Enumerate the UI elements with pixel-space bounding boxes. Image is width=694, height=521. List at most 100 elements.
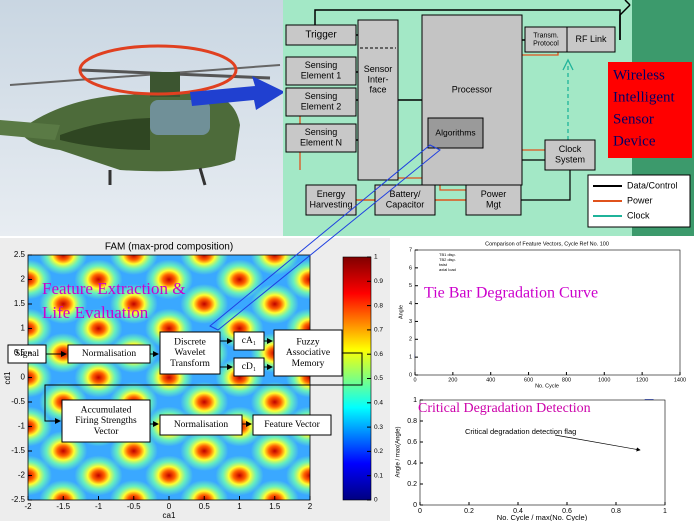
link-arrow [209,144,441,331]
processor-block [421,14,523,186]
colorbar-tick-label: 0.2 [374,448,383,455]
y-tick-label: 0.8 [407,418,417,425]
tie-label: Tie Bar Degradation Curve [424,285,598,302]
heat-blob [39,284,88,324]
antenna [624,0,631,6]
colorbar [342,256,372,501]
cd-box-label: cD₁ [242,362,256,372]
dwt-box-label: Transform [170,358,210,369]
x-tick-label: 1400 [674,377,686,383]
colorbar-tick-label: 0 [374,497,378,504]
legend-label: Data/Control [627,180,678,190]
feature-vector-box [252,414,332,436]
rf-link-block [566,26,616,53]
x-tick-label: 0 [413,377,416,383]
colorbar-tick-label: 0.4 [374,400,383,407]
legend-label: Clock [627,210,650,220]
x-axis-label: No. Cycle / max(No. Cycle) [497,513,588,521]
y-tick-label: -1 [18,422,26,431]
heat-blob [180,255,229,275]
energy-block-label: Energy [317,189,346,199]
colorbar-tick-label: 0.7 [374,327,383,334]
battery-block [374,184,436,216]
processor-block-label: Processor [452,84,493,94]
y-tick-label: 1 [413,397,417,404]
heat-blob [180,480,229,500]
heat-blob [145,259,193,300]
overlay: Signal Normalisation DiscreteWaveletTransf… [7,144,668,505]
clock-block-label: System [555,155,585,165]
fam-box-label: Fuzzy [296,337,319,347]
heat-blob [250,431,299,471]
energy-block-label: Harvesting [309,200,352,210]
colorbar-tick-label: 0.9 [374,278,383,285]
transmission-block-label: Protocol [533,40,559,47]
y-tick-label: 7 [409,247,412,253]
y-tick-label: 0.2 [407,481,417,488]
x-tick-label: 0.6 [562,508,572,515]
sensing-block [285,56,357,86]
x-tick-label: 1000 [598,377,610,383]
y-tick-label: 0.6 [407,439,417,446]
colorbar-tick-label: 0.3 [374,424,383,431]
y-tick-label: 0 [413,502,417,509]
device-title: Device [613,133,656,149]
y-tick-label: 3 [409,319,412,325]
signal-box-label: Signal [15,349,40,359]
y-tick-label: 0.4 [407,460,417,467]
heat-blob [74,259,123,300]
transmission-block-label: Transm. [533,32,558,39]
dwt-box-label: Discrete [174,337,206,347]
y-tick-label: 0 [21,373,26,382]
heat-blob [109,480,158,500]
x-tick-label: 1.5 [269,502,281,511]
x-tick-label: 800 [562,377,571,383]
feature-vector-box-label: Feature Vector [264,420,320,430]
y-axis-label: Angle / max(Angle) [396,426,402,477]
x-tick-label: 0.4 [513,508,523,515]
power-block-label: Power [481,189,507,199]
x-tick-label: 600 [524,377,533,383]
heat-blob [109,255,158,275]
critical-plot-frame [419,399,666,506]
x-tick-label: 1 [663,508,667,515]
afs-box-label: Firing Strengths [75,416,137,426]
heat-blob [250,255,299,275]
legend-label: TB2 disp. [439,257,456,262]
tie-title: Comparison of Feature Vectors, Cycle Ref… [485,241,609,247]
trigger-block-label: Trigger [305,30,337,41]
pointer-arrow [190,76,285,110]
normalisation-box-label: Normalisation [82,349,137,359]
sensing-block [285,87,357,117]
heat-blob [28,259,52,300]
power-block [465,184,522,216]
heat-blob [39,480,88,500]
trigger-block [285,24,357,46]
device-title: Intelligent [613,89,675,105]
y-tick-label: 2 [21,275,26,284]
helicopter [0,44,281,186]
device-title: Wireless [613,67,665,83]
heat-blob [215,455,264,496]
heat-blob [74,308,123,349]
flag-arrow [554,434,641,452]
clock-arrow [562,58,574,71]
dwt-box-label: Wavelet [175,348,206,358]
sensing-block [285,123,357,153]
heat-blob [180,284,229,324]
x-tick-label: -1 [95,502,103,511]
normalisation-box [159,414,243,436]
legend-label: Power [627,195,653,205]
tie-plot-frame [414,249,681,376]
fam-box-label: Associative [286,348,330,358]
flag-label: Critical degradation detection flag [465,427,576,436]
y-tick-label: -2.5 [11,495,25,504]
interface-block-label: Inter- [367,74,388,84]
fam-title: FAM (max-prod composition) [105,242,233,253]
clock-block [544,139,596,171]
heat-blob [215,259,264,300]
power-block-label: Mgt [486,200,502,210]
dwt-box [159,331,221,375]
x-tick-label: 1200 [636,377,648,383]
heat-blob [28,406,52,447]
